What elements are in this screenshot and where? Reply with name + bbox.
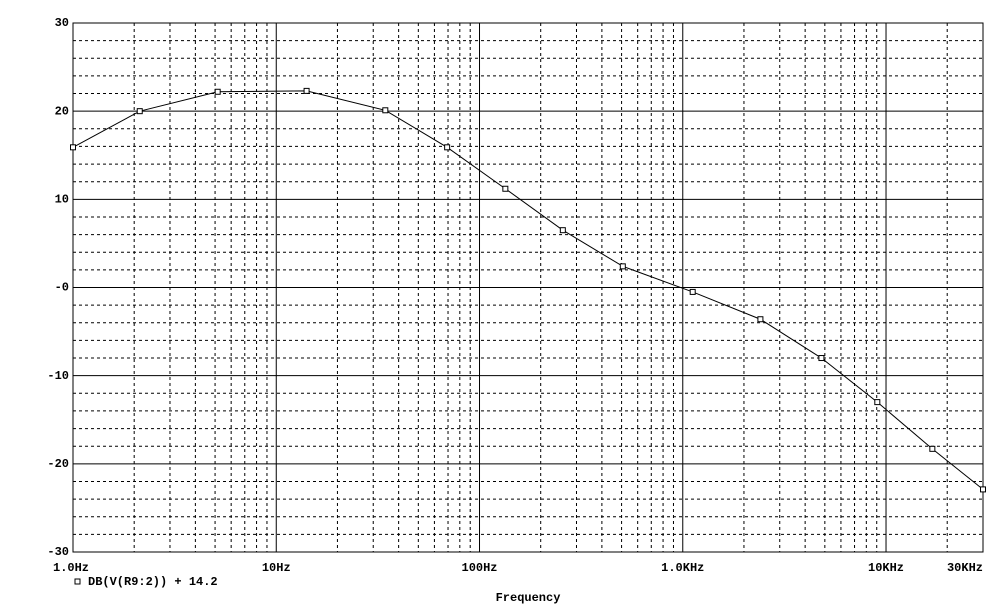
point-marker — [70, 144, 76, 151]
point-marker — [818, 355, 825, 362]
point-marker — [619, 263, 626, 270]
y-tick-label: -0 — [55, 281, 69, 295]
point-marker — [559, 227, 566, 234]
plot-frame — [72, 22, 984, 553]
x-tick-label: 1.0Hz — [53, 561, 89, 575]
point-marker — [689, 288, 696, 295]
y-tick-label: 30 — [55, 16, 69, 30]
x-axis-label: Frequency — [496, 591, 561, 605]
point-marker — [136, 108, 143, 115]
y-tick-label: 20 — [55, 104, 69, 118]
x-tick-label: 100Hz — [462, 561, 498, 575]
point-marker — [382, 107, 389, 114]
y-tick-label: -20 — [47, 457, 69, 471]
y-tick-label: -30 — [47, 545, 69, 559]
point-marker — [980, 486, 986, 493]
x-tick-label: 10Hz — [262, 561, 291, 575]
x-tick-label: 1.0KHz — [661, 561, 704, 575]
point-marker — [757, 316, 764, 323]
y-tick-label: -10 — [47, 369, 69, 383]
point-marker — [929, 445, 936, 452]
point-marker — [303, 87, 310, 94]
x-tick-label: 10KHz — [868, 561, 904, 575]
legend-marker — [74, 578, 81, 585]
point-marker — [874, 399, 881, 406]
y-tick-label: 10 — [55, 193, 69, 207]
series-line — [72, 90, 984, 490]
legend-label: DB(V(R9:2)) + 14.2 — [88, 575, 218, 589]
point-marker — [214, 88, 221, 95]
x-tick-label: 30KHz — [947, 561, 983, 575]
point-marker — [502, 185, 509, 192]
point-marker — [444, 144, 451, 151]
